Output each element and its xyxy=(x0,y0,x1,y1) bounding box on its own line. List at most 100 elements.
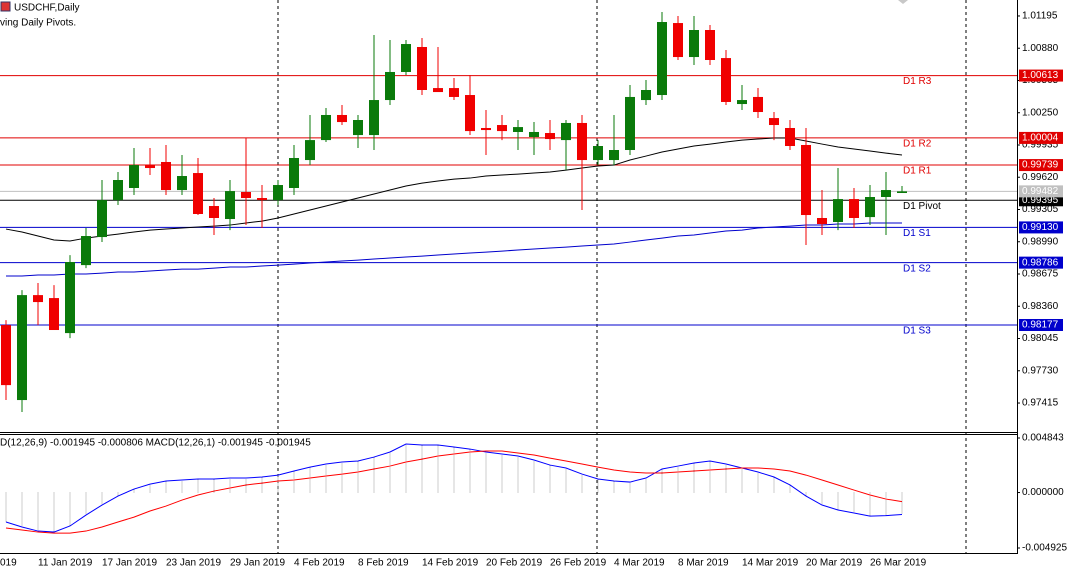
macd-line xyxy=(5,450,903,534)
candle-body xyxy=(705,30,715,61)
candle-body xyxy=(321,114,331,141)
y-tick-label: 0.000000 xyxy=(1022,487,1064,498)
x-tick-label: 20 Mar 2019 xyxy=(806,558,863,569)
candle-body xyxy=(529,131,539,138)
y-tick-label: 1.00880 xyxy=(1022,43,1059,54)
price-tag-label: 0.99130 xyxy=(1022,222,1059,233)
candle-body xyxy=(209,206,219,218)
moving-average xyxy=(5,137,903,242)
candle-body xyxy=(577,122,587,161)
x-tick-label: 20 Feb 2019 xyxy=(486,558,543,569)
x-label-cut: 019 xyxy=(0,558,17,569)
macd-title: D(12,26,9) -0.001945 -0.000806 MACD(12,2… xyxy=(0,438,311,449)
candle-body xyxy=(865,197,875,218)
indicator-name: ving Daily Pivots. xyxy=(0,18,76,29)
price-tag-label: 0.98786 xyxy=(1022,257,1059,268)
price-tag xyxy=(1019,256,1063,269)
plot-layer xyxy=(0,11,1020,549)
x-tick-label: 17 Jan 2019 xyxy=(102,558,157,569)
candle-body xyxy=(657,22,667,96)
y-tick-label: 0.97415 xyxy=(1022,398,1059,409)
candle-body xyxy=(721,58,731,102)
y-tick-label: 0.98045 xyxy=(1022,333,1059,344)
candle-body xyxy=(241,191,251,199)
candle-body xyxy=(833,199,843,222)
candle-body xyxy=(113,180,123,201)
y-tick-label: 0.98675 xyxy=(1022,269,1059,280)
candle-body xyxy=(177,176,187,191)
candle-body xyxy=(753,96,763,113)
x-tick-label: 8 Feb 2019 xyxy=(358,558,409,569)
candle-body xyxy=(593,146,603,161)
x-tick-label: 26 Mar 2019 xyxy=(870,558,927,569)
back-layer xyxy=(277,0,967,553)
candle-body xyxy=(433,88,443,93)
price-tag-label: 0.98177 xyxy=(1022,320,1059,331)
price-tag xyxy=(1019,131,1063,144)
price-tag xyxy=(1019,159,1063,172)
price-tag xyxy=(1019,185,1063,198)
candle-body xyxy=(369,100,379,136)
x-tick-label: 4 Feb 2019 xyxy=(294,558,345,569)
candle-body xyxy=(401,44,411,72)
price-tag-label: 0.99739 xyxy=(1022,160,1059,171)
symbol-icon xyxy=(0,1,11,12)
candle-body xyxy=(49,298,59,331)
candle-body xyxy=(817,217,827,225)
candle-body xyxy=(97,200,107,238)
candle-body xyxy=(641,90,651,101)
candle-body xyxy=(417,46,427,91)
x-tick-label: 29 Jan 2019 xyxy=(230,558,285,569)
x-tick-label: 4 Mar 2019 xyxy=(614,558,665,569)
candle-body xyxy=(785,127,795,147)
candle-body xyxy=(353,120,363,136)
candle-body xyxy=(609,150,619,161)
y-tick-label: 0.98360 xyxy=(1022,301,1059,312)
candle-body xyxy=(305,140,315,161)
pivot-level-name: D1 S3 xyxy=(903,326,931,337)
candle-body xyxy=(769,118,779,126)
x-tick-label: 8 Mar 2019 xyxy=(678,558,729,569)
candle-body xyxy=(481,127,491,131)
candle-body xyxy=(337,114,347,123)
candle-body xyxy=(881,190,891,198)
y-tick-label: 0.99305 xyxy=(1022,204,1059,215)
y-tick-label: -0.004925 xyxy=(1022,543,1067,554)
candle-body xyxy=(497,125,507,132)
candle-body xyxy=(897,191,907,194)
y-tick-label: 1.01195 xyxy=(1022,11,1058,22)
candle-body xyxy=(673,23,683,58)
pivot-level-name: D1 R3 xyxy=(903,76,932,87)
y-tick-label: 1.00250 xyxy=(1022,107,1059,118)
candle-body xyxy=(129,165,139,188)
shift-marker xyxy=(898,0,908,4)
pivot-level-name: D1 S2 xyxy=(903,263,931,274)
macd-line xyxy=(5,443,903,533)
y-tick-label: 0.004843 xyxy=(1022,433,1064,444)
x-tick-label: 14 Mar 2019 xyxy=(742,558,799,569)
y-tick-label: 0.98990 xyxy=(1022,236,1059,247)
chart-title: USDCHF,Daily xyxy=(14,3,80,14)
candle-body xyxy=(273,185,283,201)
candle-body xyxy=(33,295,43,303)
x-tick-label: 26 Feb 2019 xyxy=(550,558,607,569)
y-tick-label: 0.99620 xyxy=(1022,172,1059,183)
x-tick-label: 14 Feb 2019 xyxy=(422,558,479,569)
candle-body xyxy=(1,325,11,386)
candle-body xyxy=(561,122,571,141)
y-tick-label: 0.97730 xyxy=(1022,365,1059,376)
candle-body xyxy=(145,165,155,169)
price-tag-label: 1.00613 xyxy=(1022,70,1059,81)
candle-body xyxy=(193,173,203,215)
moving-average xyxy=(6,222,902,277)
candle-body xyxy=(385,71,395,101)
pivot-level-name: D1 R1 xyxy=(903,166,932,177)
pivot-level-name: D1 S1 xyxy=(903,228,931,239)
x-tick-label: 23 Jan 2019 xyxy=(166,558,221,569)
pivot-level-name: D1 Pivot xyxy=(903,201,941,212)
candle-body xyxy=(289,157,299,188)
price-tag-label: 1.00004 xyxy=(1022,133,1059,144)
candle-body xyxy=(257,198,267,201)
